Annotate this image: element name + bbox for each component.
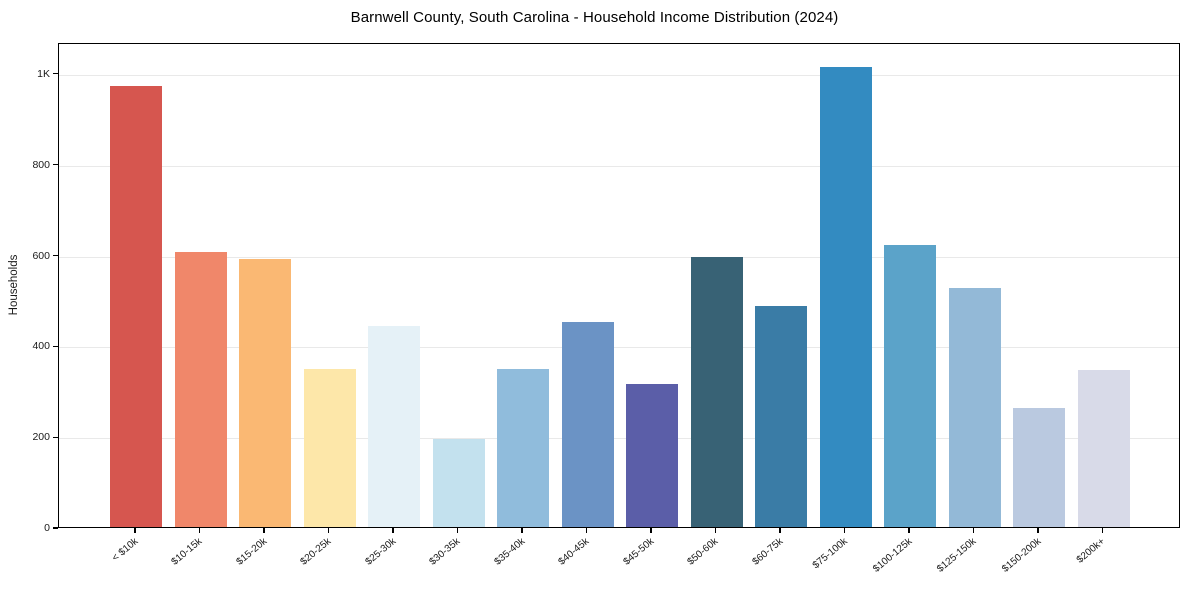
x-tick-mark bbox=[779, 528, 781, 533]
x-tick-label: $150-200k bbox=[999, 536, 1044, 575]
y-tick-mark bbox=[52, 164, 58, 166]
x-tick-label: $25-30k bbox=[363, 536, 399, 568]
x-tick-mark bbox=[263, 528, 265, 533]
x-tick-label: $100-125k bbox=[870, 536, 915, 575]
gridline-600 bbox=[59, 256, 1179, 258]
x-tick-mark bbox=[972, 528, 975, 533]
x-tick-label: $35-40k bbox=[492, 536, 528, 568]
chart-title: Barnwell County, South Carolina - Househ… bbox=[350, 9, 839, 26]
x-tick-mark bbox=[1037, 528, 1039, 533]
x-tick-label: $10-15k bbox=[169, 536, 205, 568]
x-tick-mark bbox=[650, 528, 652, 533]
bar-< $10k bbox=[110, 85, 162, 527]
x-tick-label: < $10k bbox=[109, 536, 141, 564]
y-tick-mark bbox=[52, 436, 58, 438]
x-tick-label: $75-100k bbox=[810, 536, 850, 572]
gridline-400 bbox=[59, 347, 1179, 349]
x-tick-mark bbox=[198, 528, 201, 533]
x-tick-label: $20-25k bbox=[298, 536, 334, 568]
x-tick-label: $40-45k bbox=[556, 536, 592, 568]
bar-$20-25k bbox=[303, 369, 356, 527]
x-tick-mark bbox=[908, 528, 910, 533]
x-tick-label: $45-50k bbox=[621, 536, 657, 568]
bar-$100-125k bbox=[884, 245, 936, 527]
y-tick-label: 600 bbox=[32, 249, 50, 262]
bar-$10-15k bbox=[174, 252, 227, 527]
bar-$30-35k bbox=[432, 438, 485, 527]
gridline-1K bbox=[59, 74, 1179, 76]
x-tick-label: $60-75k bbox=[750, 536, 786, 568]
bar-$60-75k bbox=[755, 306, 807, 527]
bar-$150-200k bbox=[1013, 407, 1065, 527]
gridline-800 bbox=[59, 165, 1179, 167]
x-tick-mark bbox=[134, 528, 136, 533]
y-tick-label: 200 bbox=[32, 431, 50, 444]
plot-area bbox=[58, 43, 1180, 528]
y-tick-mark bbox=[52, 254, 58, 257]
x-tick-label: $125-150k bbox=[935, 536, 979, 575]
y-tick-mark bbox=[52, 345, 58, 347]
bar-$75-100k bbox=[819, 67, 872, 527]
x-tick-mark bbox=[843, 528, 846, 533]
y-tick-label: 0 bbox=[44, 522, 50, 534]
bar-$25-30k bbox=[368, 326, 420, 527]
gridline-200 bbox=[59, 438, 1179, 440]
y-tick-label: 800 bbox=[32, 158, 50, 171]
x-tick-label: $200k+ bbox=[1075, 536, 1108, 566]
y-tick-mark bbox=[52, 527, 58, 529]
x-tick-label: $50-60k bbox=[685, 536, 721, 568]
bar-$200k+ bbox=[1077, 370, 1130, 527]
x-tick-mark bbox=[521, 528, 523, 533]
bar-$50-60k bbox=[690, 256, 743, 527]
x-tick-label: $15-20k bbox=[234, 536, 270, 568]
bar-$40-45k bbox=[561, 321, 614, 527]
bar-$35-40k bbox=[497, 369, 549, 527]
bar-$45-50k bbox=[626, 384, 678, 527]
y-tick-mark bbox=[52, 73, 58, 75]
x-tick-mark bbox=[456, 528, 459, 533]
x-tick-mark bbox=[714, 528, 717, 533]
bar-$125-150k bbox=[948, 288, 1001, 527]
x-tick-mark bbox=[392, 528, 394, 533]
x-tick-label: $30-35k bbox=[427, 536, 463, 568]
bar-$15-20k bbox=[239, 259, 291, 527]
y-axis-label: Households bbox=[8, 254, 20, 316]
x-tick-mark bbox=[327, 528, 330, 533]
x-tick-mark bbox=[585, 528, 588, 533]
y-tick-label: 400 bbox=[32, 340, 50, 353]
x-tick-mark bbox=[1101, 528, 1104, 533]
y-tick-label: 1K bbox=[37, 67, 50, 80]
